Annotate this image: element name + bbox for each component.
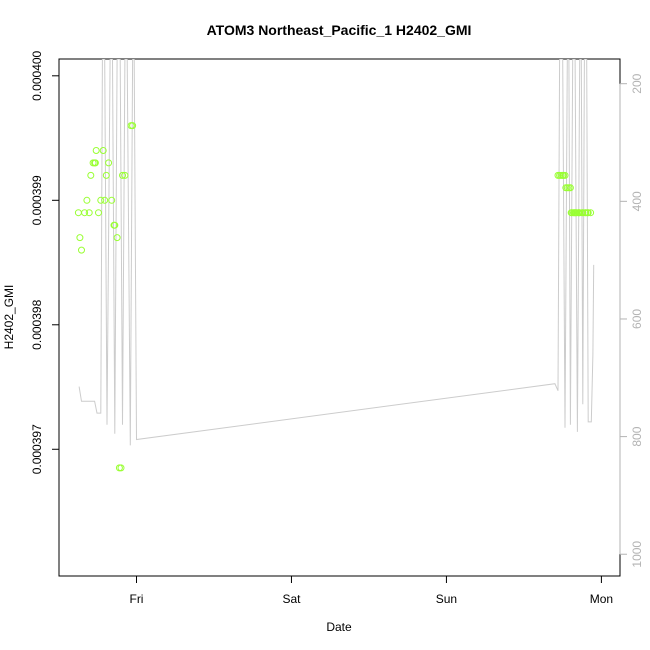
data-point: [579, 209, 587, 217]
data-point: [81, 209, 89, 217]
data-point: [102, 171, 110, 179]
y-axis: 0.000397 0.000398 0.000399 0.000400: [30, 50, 60, 474]
series-line: [78, 59, 595, 446]
data-point: [561, 171, 569, 179]
x-axis: Fri Sat Sun Mon: [129, 575, 613, 606]
x-tick-label: Fri: [129, 592, 143, 606]
points-group: [74, 122, 595, 472]
data-point: [584, 209, 592, 217]
y-tick-label: 0.000397: [30, 424, 44, 474]
data-point: [91, 159, 99, 167]
data-point: [78, 246, 85, 254]
x-tick-label: Sat: [282, 592, 301, 606]
chart-title: ATOM3 Northeast_Pacific_1 H2402_GMI: [207, 22, 472, 38]
data-point: [111, 221, 119, 229]
data-point: [87, 171, 95, 179]
y-tick-label: 0.000400: [30, 50, 44, 100]
data-point: [76, 234, 84, 242]
data-point: [121, 171, 129, 179]
data-point: [129, 122, 137, 130]
data-point: [83, 196, 91, 204]
right-tick-label: 1000: [630, 541, 644, 568]
data-point: [105, 159, 113, 167]
data-point: [117, 464, 125, 472]
data-point: [587, 209, 595, 217]
right-tick-label: 800: [630, 426, 644, 446]
x-tick-label: Mon: [590, 592, 613, 606]
right-tick-label: 600: [630, 309, 644, 329]
data-point: [92, 147, 100, 154]
data-point: [74, 209, 82, 217]
data-point: [85, 209, 93, 217]
data-point: [99, 147, 107, 154]
series-line-group: [78, 59, 595, 446]
y-axis-label: H2402_GMI: [2, 285, 16, 350]
data-point: [101, 196, 109, 204]
right-tick-label: 400: [630, 191, 644, 211]
y-tick-label: 0.000399: [30, 175, 44, 225]
data-point: [566, 184, 574, 192]
x-axis-label: Date: [326, 620, 352, 634]
data-point: [97, 196, 105, 204]
y-tick-label: 0.000398: [30, 299, 44, 349]
plot-box: [58, 58, 621, 577]
data-point: [119, 171, 126, 179]
data-point: [95, 209, 102, 217]
right-axis: 200 400 600 800 1000: [619, 73, 644, 568]
x-tick-label: Sun: [436, 592, 457, 606]
data-point: [113, 234, 121, 242]
data-point: [108, 196, 116, 204]
right-tick-label: 200: [630, 73, 644, 93]
